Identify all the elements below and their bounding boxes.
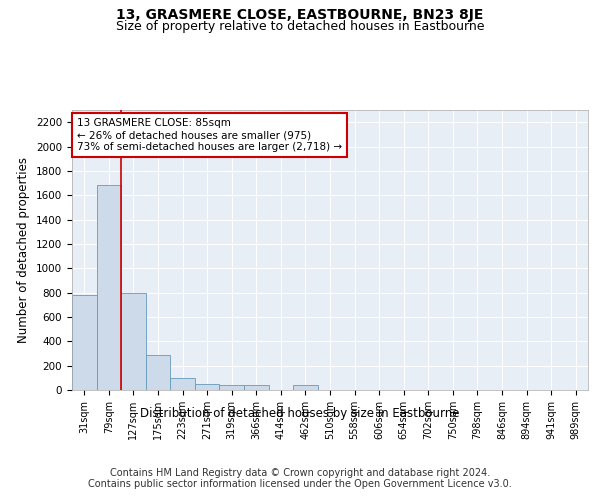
Bar xyxy=(97,186,121,390)
Text: 13 GRASMERE CLOSE: 85sqm
← 26% of detached houses are smaller (975)
73% of semi-: 13 GRASMERE CLOSE: 85sqm ← 26% of detach… xyxy=(77,118,342,152)
Bar xyxy=(293,384,318,390)
Bar xyxy=(146,354,170,390)
Bar xyxy=(244,384,269,390)
Text: Contains public sector information licensed under the Open Government Licence v3: Contains public sector information licen… xyxy=(88,479,512,489)
Text: Contains HM Land Registry data © Crown copyright and database right 2024.: Contains HM Land Registry data © Crown c… xyxy=(110,468,490,477)
Bar xyxy=(72,295,97,390)
Text: 13, GRASMERE CLOSE, EASTBOURNE, BN23 8JE: 13, GRASMERE CLOSE, EASTBOURNE, BN23 8JE xyxy=(116,8,484,22)
Y-axis label: Number of detached properties: Number of detached properties xyxy=(17,157,31,343)
Bar xyxy=(220,384,244,390)
Text: Distribution of detached houses by size in Eastbourne: Distribution of detached houses by size … xyxy=(140,408,460,420)
Bar xyxy=(170,378,195,390)
Bar xyxy=(195,384,220,390)
Text: Size of property relative to detached houses in Eastbourne: Size of property relative to detached ho… xyxy=(116,20,484,33)
Bar xyxy=(121,292,146,390)
